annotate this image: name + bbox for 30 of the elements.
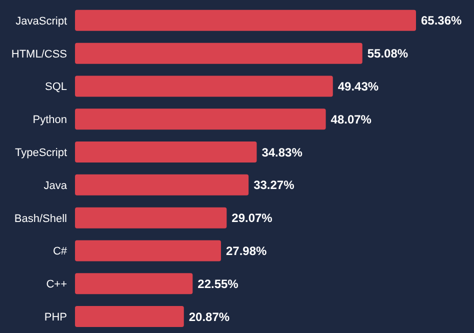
y-tick-label: PHP (44, 311, 67, 324)
y-tick-label: Java (44, 180, 68, 192)
data-label: 27.98% (226, 244, 268, 258)
data-label: 29.07% (232, 211, 273, 226)
data-label: 65.36% (421, 14, 462, 28)
data-label: 55.08% (367, 46, 408, 61)
data-label: 20.87% (188, 310, 230, 324)
y-tick-label: SQL (44, 81, 67, 94)
data-label: 48.07% (330, 112, 372, 126)
data-label: 49.43% (338, 79, 379, 94)
data-label: 22.55% (198, 276, 239, 291)
bar (75, 306, 184, 328)
y-tick-label: HTML/CSS (11, 48, 67, 60)
data-label: 33.27% (254, 178, 295, 192)
bar (75, 42, 362, 64)
bar (75, 10, 416, 31)
bar (75, 142, 257, 163)
bar (75, 76, 333, 97)
bar (75, 273, 193, 294)
y-tick-label: C# (52, 246, 68, 258)
y-tick-label: TypeScript (15, 146, 67, 159)
data-label: 34.83% (262, 145, 303, 160)
bar (75, 108, 326, 130)
y-tick-label: JavaScript (16, 15, 67, 28)
y-tick-label: C++ (46, 278, 67, 291)
bar (75, 207, 227, 228)
y-tick-label: Bash/Shell (14, 212, 67, 225)
y-tick-label: Python (32, 114, 67, 126)
bar (75, 174, 249, 196)
bar (75, 240, 221, 262)
